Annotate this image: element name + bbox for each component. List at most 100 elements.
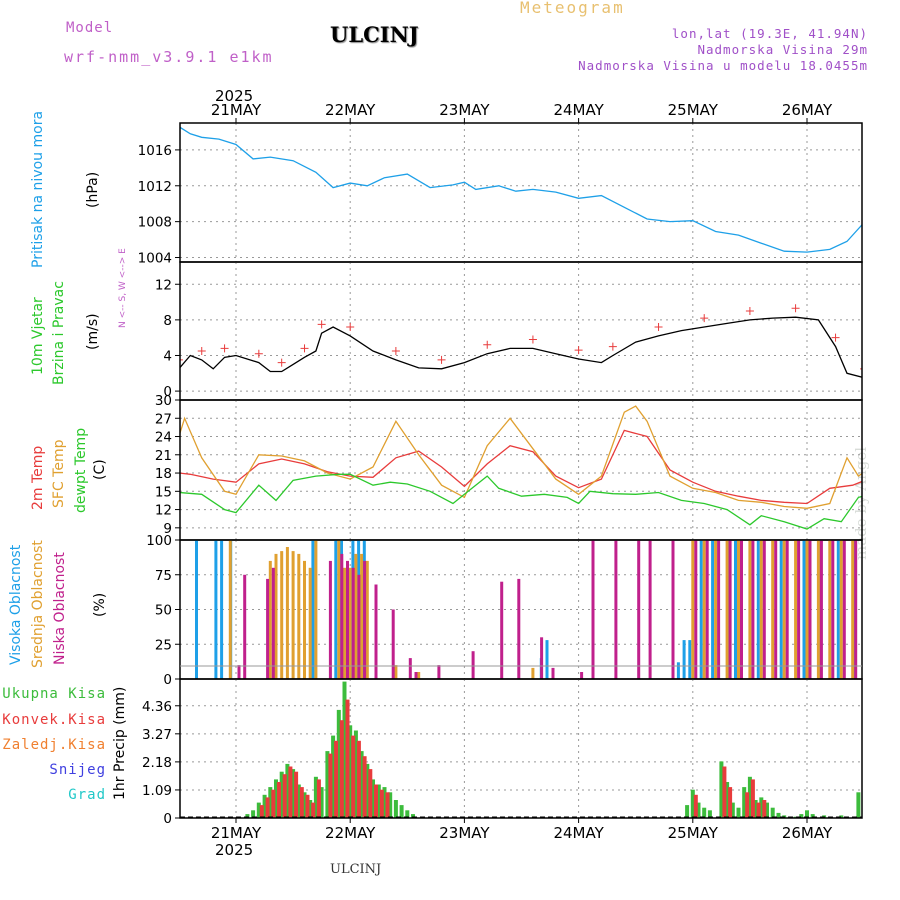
bar-niska-oblacnost [328, 560, 332, 679]
bar-ukupna-kisa [296, 784, 301, 818]
bar-niska-oblacnost [414, 672, 418, 679]
bar-srednja-oblacnost [285, 547, 289, 679]
y-tick-label: 100 [146, 533, 172, 549]
bar-srednja-oblacnost [691, 540, 695, 679]
wind-gust-marker [220, 344, 229, 353]
bar-ukupna-kisa [765, 802, 769, 818]
bar-niska-oblacnost [357, 574, 361, 679]
y-tick-label: 4.36 [142, 699, 172, 715]
series-dewpt-temp [180, 473, 862, 530]
x-tick-label-top: 21MAY [211, 101, 262, 119]
bar-konvek-kisa [762, 800, 767, 818]
bar-niska-oblacnost [437, 665, 441, 679]
bar-srednja-oblacnost [794, 540, 798, 679]
bar-niska-oblacnost [785, 540, 789, 679]
bar-srednja-oblacnost [725, 540, 729, 679]
wind-gust-marker [700, 314, 709, 323]
cloud-title-low: Niska Oblacnost [52, 552, 68, 665]
bar-niska-oblacnost [808, 540, 812, 679]
x-tick-label-top: 24MAY [553, 101, 604, 119]
bar-srednja-oblacnost [759, 540, 763, 679]
y-tick-label: 4 [163, 348, 172, 364]
bar-niska-oblacnost [340, 553, 344, 679]
y-tick-label: 0 [163, 811, 172, 827]
bar-ukupna-kisa [719, 761, 724, 818]
bar-srednja-oblacnost [417, 672, 421, 679]
series-10m-vjetar-brzina [180, 316, 862, 378]
bar-niska-oblacnost [243, 574, 247, 679]
bar-srednja-oblacnost [748, 540, 752, 679]
bar-ukupna-kisa [251, 810, 256, 818]
bar-ukupna-kisa [348, 725, 353, 818]
bar-srednja-oblacnost [782, 540, 786, 679]
y-tick-label: 50 [155, 603, 172, 619]
temp-title-2m: 2m Temp [30, 446, 46, 510]
y-tick-label: 18 [155, 466, 172, 482]
y-tick-label: 3.27 [142, 727, 172, 743]
bar-konvek-kisa [379, 789, 384, 818]
bar-konvek-kisa [316, 779, 321, 818]
temp-unit: (C) [92, 459, 108, 480]
bar-ukupna-kisa [742, 787, 747, 818]
bar-ukupna-kisa [702, 807, 707, 818]
bottom-station-label: ULCINJ [330, 862, 382, 877]
bar-niska-oblacnost [866, 540, 869, 679]
y-tick-label: 75 [155, 568, 172, 584]
bar-visoka-oblacnost [802, 540, 806, 679]
bar-ukupna-kisa [399, 805, 404, 818]
wind-gust-marker [831, 333, 840, 342]
y-tick-label: 1016 [138, 143, 172, 159]
bar-niska-oblacnost [346, 560, 349, 679]
bar-srednja-oblacnost [303, 560, 306, 679]
precip-ylabel: 1hr Precip (mm) [112, 687, 128, 800]
bar-konvek-kisa [334, 740, 339, 818]
bar-visoka-oblacnost [545, 640, 549, 679]
bar-ukupna-kisa [285, 763, 290, 818]
bar-niska-oblacnost [551, 667, 555, 679]
panel-frame-4 [179, 678, 863, 819]
y-tick-label: 9 [163, 521, 172, 537]
bar-srednja-oblacnost [297, 553, 301, 679]
bar-niska-oblacnost [797, 540, 801, 679]
bar-niska-oblacnost [762, 540, 766, 679]
bar-niska-oblacnost [854, 540, 858, 679]
bar-ukupna-kisa [393, 800, 398, 818]
bar-visoka-oblacnost [334, 540, 338, 679]
bar-srednja-oblacnost [314, 540, 318, 679]
x-tick-label-bottom: 24MAY [553, 824, 604, 842]
temp-title-sfc: SFC Temp [51, 439, 67, 508]
bar-visoka-oblacnost [688, 640, 692, 679]
wind-title-1: 10m Vjetar [30, 297, 46, 375]
panel-frame-0 [179, 122, 863, 263]
bar-ukupna-kisa [747, 776, 752, 818]
bar-srednja-oblacnost [863, 540, 866, 679]
bar-ukupna-kisa [707, 810, 712, 818]
bar-ukupna-kisa [411, 814, 415, 818]
model-label: Model [66, 20, 114, 36]
bar-ukupna-kisa [725, 782, 730, 818]
bar-visoka-oblacnost [214, 540, 218, 679]
bar-niska-oblacnost [351, 567, 355, 679]
bar-srednja-oblacnost [816, 540, 820, 679]
bar-ukupna-kisa [279, 771, 284, 818]
bar-konvek-kisa [356, 740, 361, 818]
bar-konvek-kisa [311, 802, 316, 818]
y-tick-label: 2.18 [142, 755, 172, 771]
bar-konvek-kisa [265, 797, 270, 818]
bar-ukupna-kisa [313, 776, 318, 818]
bar-ukupna-kisa [359, 751, 364, 818]
bar-srednja-oblacnost [280, 551, 284, 679]
x-tick-label-bottom: 22MAY [325, 824, 376, 842]
wind-gust-marker [254, 349, 263, 358]
bar-niska-oblacnost [728, 540, 732, 679]
bar-ukupna-kisa [308, 800, 313, 818]
bar-konvek-kisa [339, 720, 344, 818]
series-2m-temp [180, 429, 862, 505]
bar-niska-oblacnost [648, 540, 652, 679]
bar-ukupna-kisa [274, 779, 278, 818]
bar-niska-oblacnost [500, 581, 504, 679]
wind-gust-marker [197, 347, 206, 356]
bar-visoka-oblacnost [756, 540, 760, 679]
bar-ukupna-kisa [759, 797, 764, 818]
bar-srednja-oblacnost [771, 540, 775, 679]
